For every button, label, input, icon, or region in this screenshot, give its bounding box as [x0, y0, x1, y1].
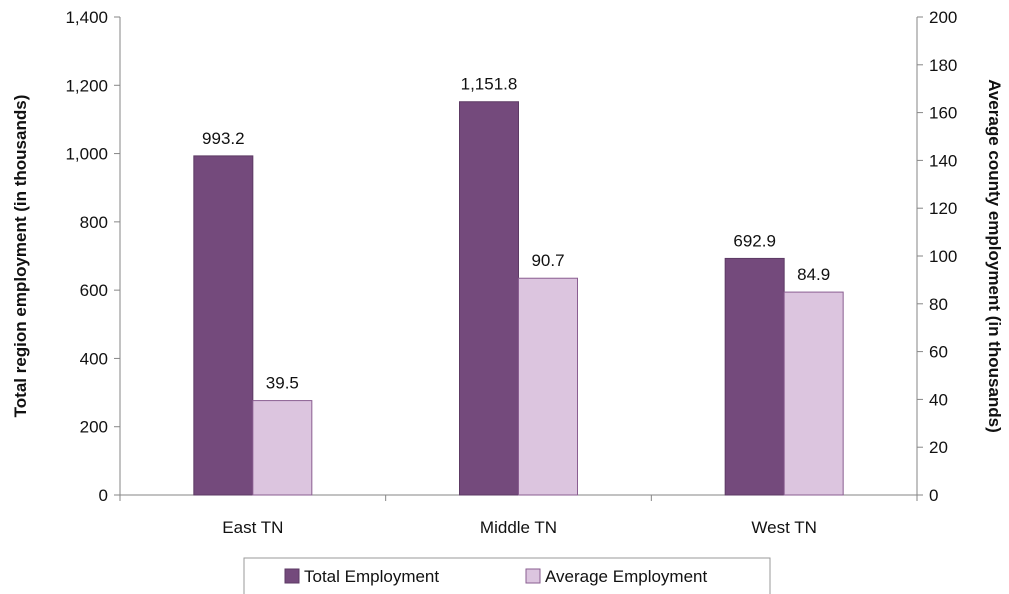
right-axis-tick-label: 100: [929, 247, 957, 266]
right-axis-tick-label: 140: [929, 151, 957, 170]
right-axis-tick-label: 0: [929, 486, 938, 505]
left-axis-tick-label: 1,000: [65, 145, 108, 164]
left-axis-tick-label: 1,400: [65, 8, 108, 27]
average-employment-bar: [518, 277, 578, 496]
left-axis-tick-label: 1,200: [65, 76, 108, 95]
right-axis-tick-label: 60: [929, 343, 948, 362]
average-employment-bar: [252, 400, 313, 496]
category-label: Middle TN: [480, 518, 557, 537]
legend-box: [243, 557, 771, 594]
total-employment-bar: [459, 101, 519, 496]
left-axis-tick-label: 600: [80, 281, 108, 300]
legend-swatch-total-employment: [284, 568, 300, 584]
right-axis-tick-label: 120: [929, 199, 957, 218]
legend-label: Average Employment: [545, 567, 707, 586]
right-axis-title: Average county employment (in thousands): [985, 79, 1004, 433]
total-employment-bar: [724, 257, 785, 496]
total-employment-data-label: 692.9: [733, 231, 776, 250]
right-axis-tick-label: 160: [929, 104, 957, 123]
average-employment-data-label: 39.5: [266, 374, 299, 393]
average-employment-bar: [783, 291, 844, 496]
average-employment-data-label: 84.9: [797, 265, 830, 284]
legend-label: Total Employment: [304, 567, 439, 586]
left-axis-tick-label: 400: [80, 349, 108, 368]
legend-swatch-average-employment: [525, 568, 541, 584]
right-axis-tick-label: 80: [929, 295, 948, 314]
left-axis-tick-label: 0: [99, 486, 108, 505]
left-axis-tick-label: 200: [80, 418, 108, 437]
left-axis-title: Total region employment (in thousands): [11, 95, 30, 418]
total-employment-data-label: 993.2: [202, 129, 245, 148]
right-axis-tick-label: 180: [929, 56, 957, 75]
right-axis-tick-label: 40: [929, 390, 948, 409]
category-label: West TN: [751, 518, 817, 537]
total-employment-data-label: 1,151.8: [461, 75, 518, 94]
left-axis-tick-label: 800: [80, 213, 108, 232]
average-employment-data-label: 90.7: [531, 251, 564, 270]
right-axis-tick-label: 20: [929, 438, 948, 457]
total-employment-bar: [193, 155, 254, 496]
right-axis-tick-label: 200: [929, 8, 957, 27]
category-label: East TN: [222, 518, 283, 537]
